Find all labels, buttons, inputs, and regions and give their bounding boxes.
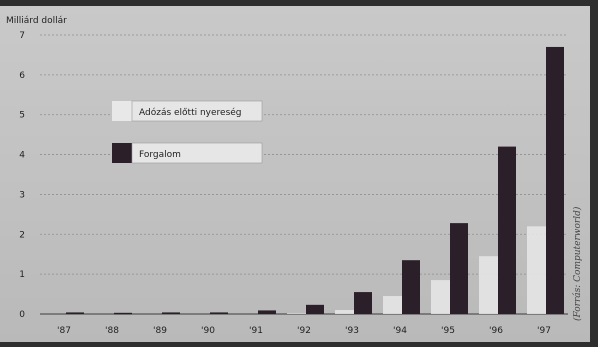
source-note: (Forrás: Computerworld)	[572, 206, 583, 321]
chart-panel: Milliárd dollár 0 1 2 3 4 5 6 7 '87 '88 '89 '90 '91…	[0, 6, 590, 342]
bar-revenue	[450, 223, 468, 314]
bar-chart: Milliárd dollár 0 1 2 3 4 5 6 7 '87 '88 '89 '90 '91…	[6, 16, 583, 336]
x-tick-label: '90	[201, 326, 215, 336]
y-tick-label: 2	[19, 230, 25, 240]
y-tick-label: 1	[19, 270, 25, 280]
bar-profit	[527, 226, 546, 314]
y-axis-label: Milliárd dollár	[6, 16, 67, 26]
y-tick-label: 6	[19, 71, 25, 81]
x-tick-label: '91	[249, 326, 263, 336]
x-tick-label: '97	[537, 326, 551, 336]
bar-revenue	[306, 304, 324, 314]
legend-label-box	[131, 142, 263, 164]
y-tick-label: 7	[19, 31, 25, 41]
bar-profit	[383, 296, 402, 314]
bar-profit	[287, 313, 306, 314]
legend-label: Forgalom	[139, 150, 181, 160]
x-tick-label: '88	[105, 326, 119, 336]
bar-revenue	[114, 312, 132, 315]
bar-revenue	[258, 310, 276, 314]
bar-revenue	[354, 292, 372, 314]
y-tick-label: 5	[19, 111, 25, 121]
x-tick-label: '92	[297, 326, 311, 336]
bar-revenue	[162, 312, 180, 314]
legend-label: Adózás előtti nyereség	[139, 107, 242, 118]
x-tick-label: '93	[345, 326, 359, 336]
x-tick-label: '89	[153, 326, 167, 336]
y-tick-label: 3	[19, 190, 25, 200]
x-tick-label: '95	[441, 326, 455, 336]
y-tick-label: 0	[19, 310, 25, 320]
bar-revenue	[210, 312, 228, 314]
x-tick-label: '87	[57, 326, 71, 336]
legend-swatch	[112, 143, 132, 163]
x-tick-label: '94	[393, 326, 407, 336]
bar-revenue	[66, 312, 84, 314]
y-tick-label: 4	[19, 151, 25, 161]
x-tick-labels: '87 '88 '89 '90 '91 '92 '93 '94 '95 '96 '97	[57, 326, 551, 336]
y-tick-labels: 0 1 2 3 4 5 6 7	[19, 31, 25, 320]
legend-swatch	[112, 101, 132, 121]
bar-revenue	[402, 260, 420, 314]
legend-label-box	[131, 100, 263, 122]
bar-profit	[479, 256, 498, 314]
bar-profit	[431, 280, 450, 314]
legend: Adózás előtti nyereség Forgalom	[112, 100, 263, 164]
bar-profit	[335, 310, 354, 314]
bar-revenue	[546, 46, 564, 314]
bars	[66, 46, 564, 315]
x-tick-label: '96	[489, 326, 503, 336]
bar-revenue	[498, 146, 516, 314]
